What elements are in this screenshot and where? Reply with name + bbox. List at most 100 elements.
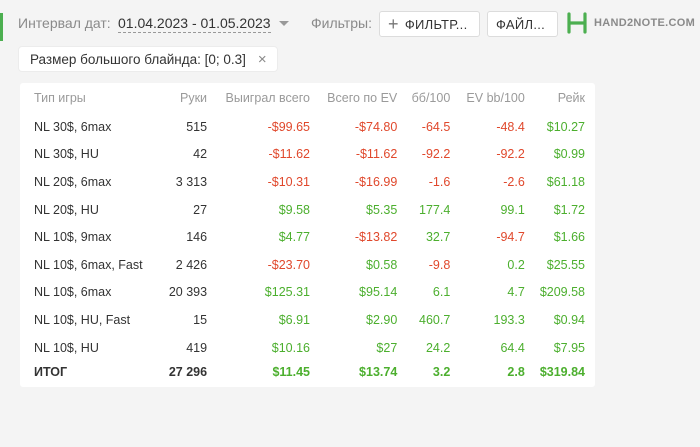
rake-cell: $61.18 [546, 174, 585, 189]
game-type-cell: NL 10$, 9max [34, 230, 112, 245]
game-type-cell: NL 10$, HU [34, 340, 99, 355]
logo: HAND2NOTE.COM [566, 12, 695, 34]
won-total-cell: -$10.31 [267, 174, 310, 189]
table-row[interactable]: NL 20$, HU 27 $9.58 $5.35 177.4 99.1 $1.72 [20, 196, 595, 224]
stats-table-card: Тип игры Руки Выиграл всего Всего по EV … [20, 83, 595, 387]
rake-cell: $7.95 [553, 340, 585, 355]
table-total-row: ИТОГ 27 296 $11.45 $13.74 3.2 2.8 $319.84 [20, 361, 595, 383]
column-header-hands[interactable]: Руки [180, 91, 208, 105]
table-row[interactable]: NL 20$, 6max 3 313 -$10.31 -$16.99 -1.6 -2.6 $… [20, 168, 595, 196]
ev-total-cell: $27 [376, 340, 398, 355]
ev-bb100-cell: -94.7 [496, 230, 525, 245]
bb100-cell: 177.4 [419, 202, 451, 217]
table-row[interactable]: NL 10$, 6max 20 393 $125.31 $95.14 6.1 4.7 $20… [20, 279, 595, 307]
table-header-row: Тип игры Руки Выиграл всего Всего по EV … [20, 83, 595, 113]
logo-text: HAND2NOTE.COM [594, 17, 696, 29]
plus-icon: + [388, 14, 399, 34]
won-total-cell: -$11.62 [268, 147, 310, 162]
rake-cell: $25.55 [546, 257, 585, 272]
add-filter-button[interactable]: + ФИЛЬТР... [379, 11, 480, 37]
bb100-cell: 24.2 [425, 340, 451, 355]
table-row[interactable]: NL 10$, HU 419 $10.16 $27 24.2 64.4 $7.95 [20, 334, 595, 362]
game-type-cell: NL 10$, HU, Fast [34, 312, 131, 327]
ev-bb100-cell: 0.2 [507, 257, 525, 272]
rake-cell: $1.72 [553, 202, 585, 217]
ev-total-cell: $2.90 [366, 312, 398, 327]
rake-cell: $0.99 [553, 147, 585, 162]
interval-label: Интервал дат: [18, 15, 111, 31]
ev-bb100-cell: 4.7 [507, 285, 525, 300]
won-total-cell: $6.91 [278, 312, 310, 327]
ev-bb100-cell: -48.4 [496, 119, 525, 134]
table-row[interactable]: NL 30$, 6max 515 -$99.65 -$74.80 -64.5 -48.4 $… [20, 113, 595, 141]
total-rake-cell: $319.84 [539, 365, 585, 380]
total-won-total-cell: $11.45 [272, 365, 310, 380]
total-hands-cell: 27 296 [168, 365, 208, 380]
hands-cell: 146 [186, 230, 208, 245]
add-filter-label: ФИЛЬТР... [404, 16, 468, 32]
total-bb100-cell: 3.2 [432, 365, 451, 380]
date-interval-select[interactable]: 01.04.2023 - 01.05.2023 [118, 15, 271, 33]
column-header-rake[interactable]: Рейк [557, 91, 585, 105]
rake-cell: $1.66 [553, 230, 585, 245]
accent-bar [0, 13, 3, 41]
hands-cell: 515 [186, 119, 208, 134]
total-game-type-cell: ИТОГ [34, 365, 68, 380]
filters-label: Фильтры: [311, 15, 372, 31]
game-type-cell: NL 20$, HU [34, 202, 99, 217]
hands-cell: 2 426 [175, 257, 208, 272]
ev-bb100-cell: 193.3 [493, 312, 525, 327]
game-type-cell: NL 30$, HU [34, 147, 99, 162]
bb100-cell: 460.7 [419, 312, 451, 327]
total-ev-total-cell: $13.74 [359, 365, 398, 380]
table-row[interactable]: NL 10$, 6max, Fast 2 426 -$23.70 $0.58 -9.8 0… [20, 251, 595, 279]
stats-table: Тип игры Руки Выиграл всего Всего по EV … [20, 83, 595, 383]
won-total-cell: -$23.70 [267, 257, 310, 272]
bb100-cell: -64.5 [421, 119, 451, 134]
bb100-cell: 6.1 [432, 285, 451, 300]
ev-total-cell: -$16.99 [354, 174, 398, 189]
game-type-cell: NL 30$, 6max [34, 119, 112, 134]
table-row[interactable]: NL 10$, 9max 146 $4.77 -$13.82 32.7 -94.7 $1.6… [20, 223, 595, 251]
ev-total-cell: $0.58 [366, 257, 398, 272]
ev-total-cell: -$74.80 [354, 119, 398, 134]
column-header-game-type[interactable]: Тип игры [34, 91, 86, 105]
toolbar: Интервал дат: 01.04.2023 - 01.05.2023 Фи… [0, 0, 700, 44]
bb100-cell: 32.7 [425, 230, 451, 245]
file-button[interactable]: ФАЙЛ... [487, 11, 558, 37]
table-row[interactable]: NL 30$, HU 42 -$11.62 -$11.62 -92.2 -92.2 $0.9… [20, 141, 595, 169]
filter-chip[interactable]: Размер большого блайнда: [0; 0.3] × [19, 47, 277, 71]
column-header-won-total[interactable]: Выиграл всего [225, 91, 310, 105]
won-total-cell: $4.77 [278, 230, 310, 245]
chevron-down-icon[interactable] [279, 21, 289, 26]
ev-total-cell: $95.14 [359, 285, 398, 300]
ev-bb100-cell: -92.2 [496, 147, 525, 162]
bb100-cell: -1.6 [428, 174, 451, 189]
hands-cell: 3 313 [175, 174, 208, 189]
table-row[interactable]: NL 10$, HU, Fast 15 $6.91 $2.90 460.7 193.3 $0… [20, 306, 595, 334]
ev-bb100-cell: 99.1 [500, 202, 525, 217]
bb100-cell: -92.2 [421, 147, 451, 162]
game-type-cell: NL 10$, 6max, Fast [34, 257, 143, 272]
column-header-ev-bb100[interactable]: EV bb/100 [466, 91, 525, 105]
filter-chip-label: Размер большого блайнда: [0; 0.3] [30, 51, 246, 67]
hands-cell: 27 [193, 202, 208, 217]
hands-cell: 20 393 [168, 285, 208, 300]
game-type-cell: NL 10$, 6max [34, 285, 112, 300]
file-button-label: ФАЙЛ... [496, 16, 546, 32]
rake-cell: $10.27 [546, 119, 585, 134]
total-ev-bb100-cell: 2.8 [507, 365, 525, 380]
hands-cell: 15 [193, 312, 208, 327]
ev-bb100-cell: -2.6 [503, 174, 525, 189]
column-header-ev-total[interactable]: Всего по EV [327, 91, 398, 105]
rake-cell: $0.94 [553, 312, 585, 327]
hands-cell: 419 [186, 340, 208, 355]
hands-cell: 42 [193, 147, 208, 162]
column-header-bb100[interactable]: бб/100 [411, 91, 451, 105]
ev-total-cell: -$13.82 [354, 230, 398, 245]
won-total-cell: $10.16 [271, 340, 310, 355]
hand2note-logo-icon [567, 12, 587, 34]
close-icon[interactable]: × [257, 50, 267, 68]
rake-cell: $209.58 [539, 285, 585, 300]
won-total-cell: $125.31 [264, 285, 310, 300]
